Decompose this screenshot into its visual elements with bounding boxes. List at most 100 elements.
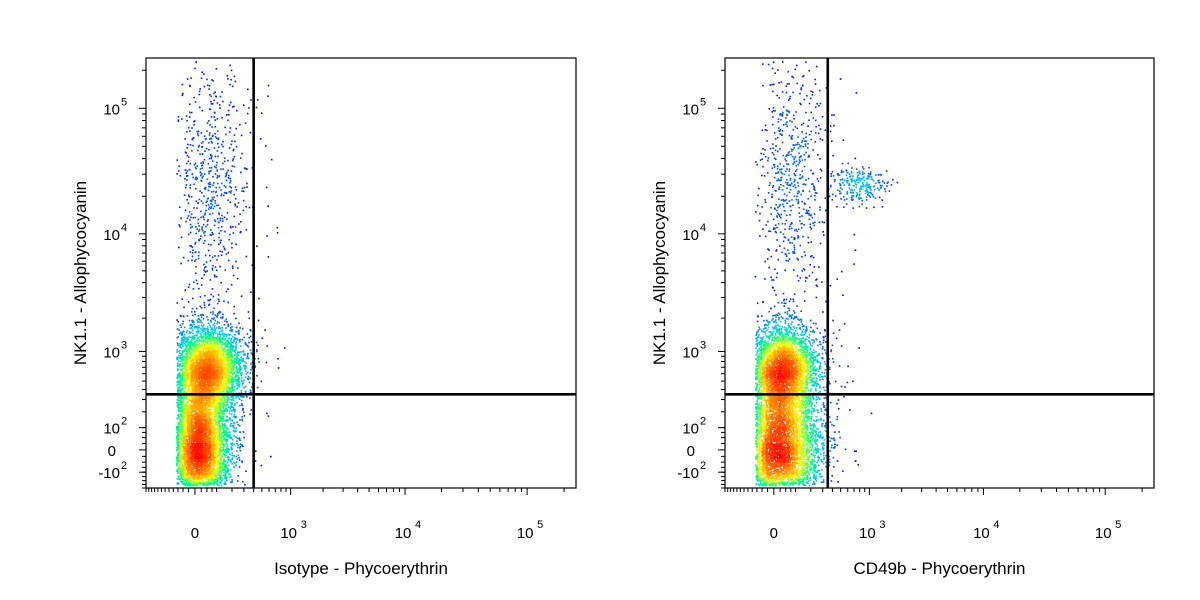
event-dot	[219, 463, 221, 465]
event-dot	[221, 465, 223, 467]
event-dot	[178, 429, 180, 431]
event-dot	[190, 444, 192, 446]
event-dot	[197, 460, 199, 462]
event-dot	[211, 462, 213, 464]
event-dot	[220, 481, 222, 483]
event-dot	[207, 484, 209, 486]
event-dot	[180, 464, 182, 466]
event-dot	[234, 430, 236, 432]
event-dot	[234, 422, 236, 424]
event-dot	[211, 421, 213, 423]
event-dot	[215, 424, 217, 426]
event-dot	[189, 427, 191, 429]
event-dot	[183, 446, 185, 448]
event-dot	[207, 462, 209, 464]
event-dot	[243, 431, 245, 433]
event-dot	[187, 469, 189, 471]
event-dot	[203, 433, 205, 435]
event-dot	[195, 460, 197, 462]
event-dot	[214, 461, 216, 463]
event-dot	[180, 470, 182, 472]
event-dot	[231, 449, 233, 451]
event-dot	[199, 476, 201, 478]
event-dot	[195, 483, 197, 485]
event-dot	[212, 440, 214, 442]
event-dot	[230, 476, 232, 478]
event-dot	[199, 458, 201, 460]
event-dot	[221, 474, 223, 476]
event-dot	[224, 477, 226, 479]
event-dot	[177, 457, 179, 459]
event-dot	[183, 434, 185, 436]
event-dot	[239, 425, 241, 427]
event-dot	[199, 410, 201, 412]
event-dot	[176, 463, 178, 465]
event-dot	[215, 446, 217, 448]
event-dot	[191, 459, 193, 461]
event-dot	[196, 467, 198, 469]
event-dot	[219, 425, 221, 427]
event-dot	[211, 467, 213, 469]
event-dot	[214, 434, 216, 436]
event-dot	[236, 402, 238, 404]
event-dot	[184, 424, 186, 426]
event-dot	[237, 424, 239, 426]
event-dot	[199, 412, 201, 414]
event-dot	[232, 439, 234, 441]
event-dot	[191, 423, 193, 425]
event-dot	[207, 476, 209, 478]
event-dot	[227, 471, 229, 473]
event-dot	[177, 454, 179, 456]
event-dot	[188, 444, 190, 446]
event-dot	[242, 481, 244, 483]
event-dot	[182, 418, 184, 420]
event-dot	[191, 406, 193, 408]
event-dot	[195, 465, 197, 467]
event-dot	[177, 478, 179, 480]
event-dot	[183, 454, 185, 456]
event-dot	[192, 484, 194, 486]
event-dot	[191, 478, 193, 480]
event-dot	[178, 468, 180, 470]
event-dot	[209, 474, 211, 476]
event-dot	[232, 452, 234, 454]
event-dot	[208, 434, 210, 436]
event-dot	[229, 449, 231, 451]
event-dot	[182, 409, 184, 411]
event-dot	[227, 445, 229, 447]
event-dot	[177, 432, 179, 434]
event-dot	[199, 426, 201, 428]
event-dot	[200, 432, 202, 434]
event-dot	[189, 439, 191, 441]
event-dot	[214, 459, 216, 461]
event-dot	[179, 477, 181, 479]
event-dot	[238, 457, 240, 459]
event-dot	[225, 466, 227, 468]
event-dot	[217, 456, 219, 458]
plot-panel-isotype: 0 10 3 10 4 10 5-10 2010 210 310 410 5Isotype - Phy…	[71, 58, 576, 578]
event-dot	[185, 409, 187, 411]
event-dot	[222, 477, 224, 479]
event-dot	[180, 443, 182, 445]
event-dot	[179, 451, 181, 453]
event-dot	[208, 422, 210, 424]
event-dot	[239, 438, 241, 440]
event-dot	[217, 451, 219, 453]
event-dot	[216, 443, 218, 445]
event-dot	[223, 453, 225, 455]
event-dot	[187, 447, 189, 449]
event-dot	[224, 410, 226, 412]
event-dot	[225, 455, 227, 457]
event-dot	[185, 453, 187, 455]
event-dot	[220, 435, 222, 437]
event-dot	[187, 421, 189, 423]
event-dot	[209, 453, 211, 455]
event-dot	[188, 463, 190, 465]
event-dot	[182, 411, 184, 413]
event-dot	[218, 459, 220, 461]
event-dot	[189, 431, 191, 433]
event-dot	[207, 415, 209, 417]
event-dot	[198, 436, 200, 438]
event-dot	[185, 426, 187, 428]
event-dot	[189, 476, 191, 478]
